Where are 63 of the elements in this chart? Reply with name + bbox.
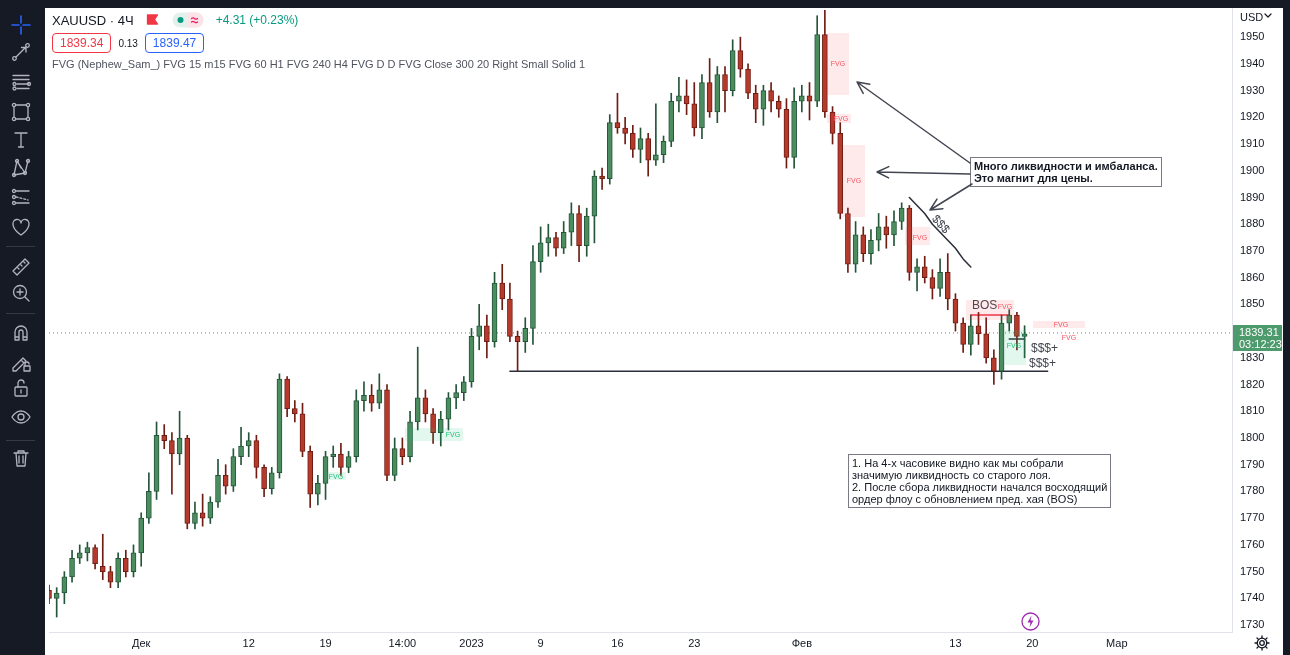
candlestick	[53, 587, 60, 618]
y-tick-label: 1900	[1240, 163, 1265, 176]
y-tick-label: 1780	[1240, 484, 1265, 497]
y-tick-label: 1750	[1240, 564, 1265, 577]
candlestick	[161, 424, 168, 450]
candlestick	[453, 384, 459, 409]
x-tick-label: Дек	[131, 636, 151, 649]
y-tick-label: 1870	[1240, 243, 1265, 256]
y-tick-label: 1790	[1240, 457, 1265, 470]
ref-line-label: 1839.31	[1239, 325, 1279, 338]
x-tick-label: 19	[319, 636, 332, 649]
chart-title: XAUUSD · 4Ч	[52, 12, 134, 28]
candlestick	[622, 116, 628, 145]
y-tick-label: 1930	[1240, 83, 1265, 96]
y-tick-label: 1880	[1240, 217, 1265, 230]
y-tick-label: 1830	[1240, 350, 1265, 363]
y-tick-label: 1770	[1240, 511, 1265, 524]
y-tick-label: 1760	[1240, 537, 1265, 550]
y-tick-label: 1810	[1240, 404, 1265, 417]
y-axis-title: USD	[1240, 11, 1264, 23]
x-tick-label: 20	[1026, 636, 1039, 649]
y-tick-label: 1730	[1240, 618, 1265, 631]
annotation: 0.13	[118, 37, 138, 49]
y-tick-label: 1950	[1240, 30, 1265, 43]
candlestick	[914, 258, 920, 292]
candlestick	[245, 432, 252, 458]
y-tick-label: 1800	[1240, 431, 1265, 444]
y-tick-label: 1860	[1240, 270, 1265, 283]
y-tick-label: 1940	[1240, 56, 1265, 69]
candlestick	[169, 432, 175, 495]
candlestick	[545, 223, 552, 257]
candlestick	[798, 84, 805, 113]
y-tick-label: 1740	[1240, 591, 1265, 604]
y-tick-label: 1920	[1240, 110, 1265, 123]
x-tick-label: 13	[949, 636, 962, 649]
annotation: $$$+	[1029, 356, 1057, 370]
x-tick-label: 2023	[459, 636, 484, 649]
candlestick	[653, 103, 659, 166]
x-tick-label: 12	[242, 636, 255, 649]
annotation: +4.31 (+0.23%)	[215, 13, 299, 27]
x-tick-label: Фев	[791, 636, 813, 649]
y-tick-label: 1850	[1240, 297, 1265, 310]
x-tick-label: Мар	[1106, 636, 1128, 649]
x-tick-label: 9	[537, 636, 544, 649]
annotation: 1839.34	[52, 33, 112, 53]
candlestick	[883, 215, 890, 249]
annotation: $$$+	[1031, 341, 1059, 355]
candlestick	[361, 381, 367, 412]
y-tick-label: 1910	[1240, 137, 1265, 150]
annotation: BOS	[972, 298, 998, 312]
candlestick	[99, 533, 106, 580]
candlestick	[676, 76, 682, 113]
y-tick-label: 1890	[1240, 190, 1265, 203]
annotation: Много ликвидности и имбаланса. Это магнит для цены.	[970, 157, 1162, 187]
x-tick-label: 16	[611, 636, 624, 649]
annotation: 1. На 4-х часовике видно как мы собрали значимую ликвидность со старого лоя. 2. После сбора ликвидности начался восходящий ордер флоу с обновлением пред. хая (BOS)	[848, 454, 1112, 508]
annotation: $$$	[929, 211, 953, 237]
x-tick-label: 23	[688, 636, 701, 649]
annotation: 1839.47	[144, 33, 205, 53]
annotation: FVG (Nephew_Sam_) FVG 15 m15 FVG 60 H1 FVG 240 H4 FVG D D FVG Close 300 20 Right Small Solid 1	[52, 58, 586, 70]
x-tick-label: 14:00	[388, 636, 417, 649]
text: 03:12:23	[1239, 337, 1282, 350]
y-tick-label: 1820	[1240, 377, 1265, 390]
